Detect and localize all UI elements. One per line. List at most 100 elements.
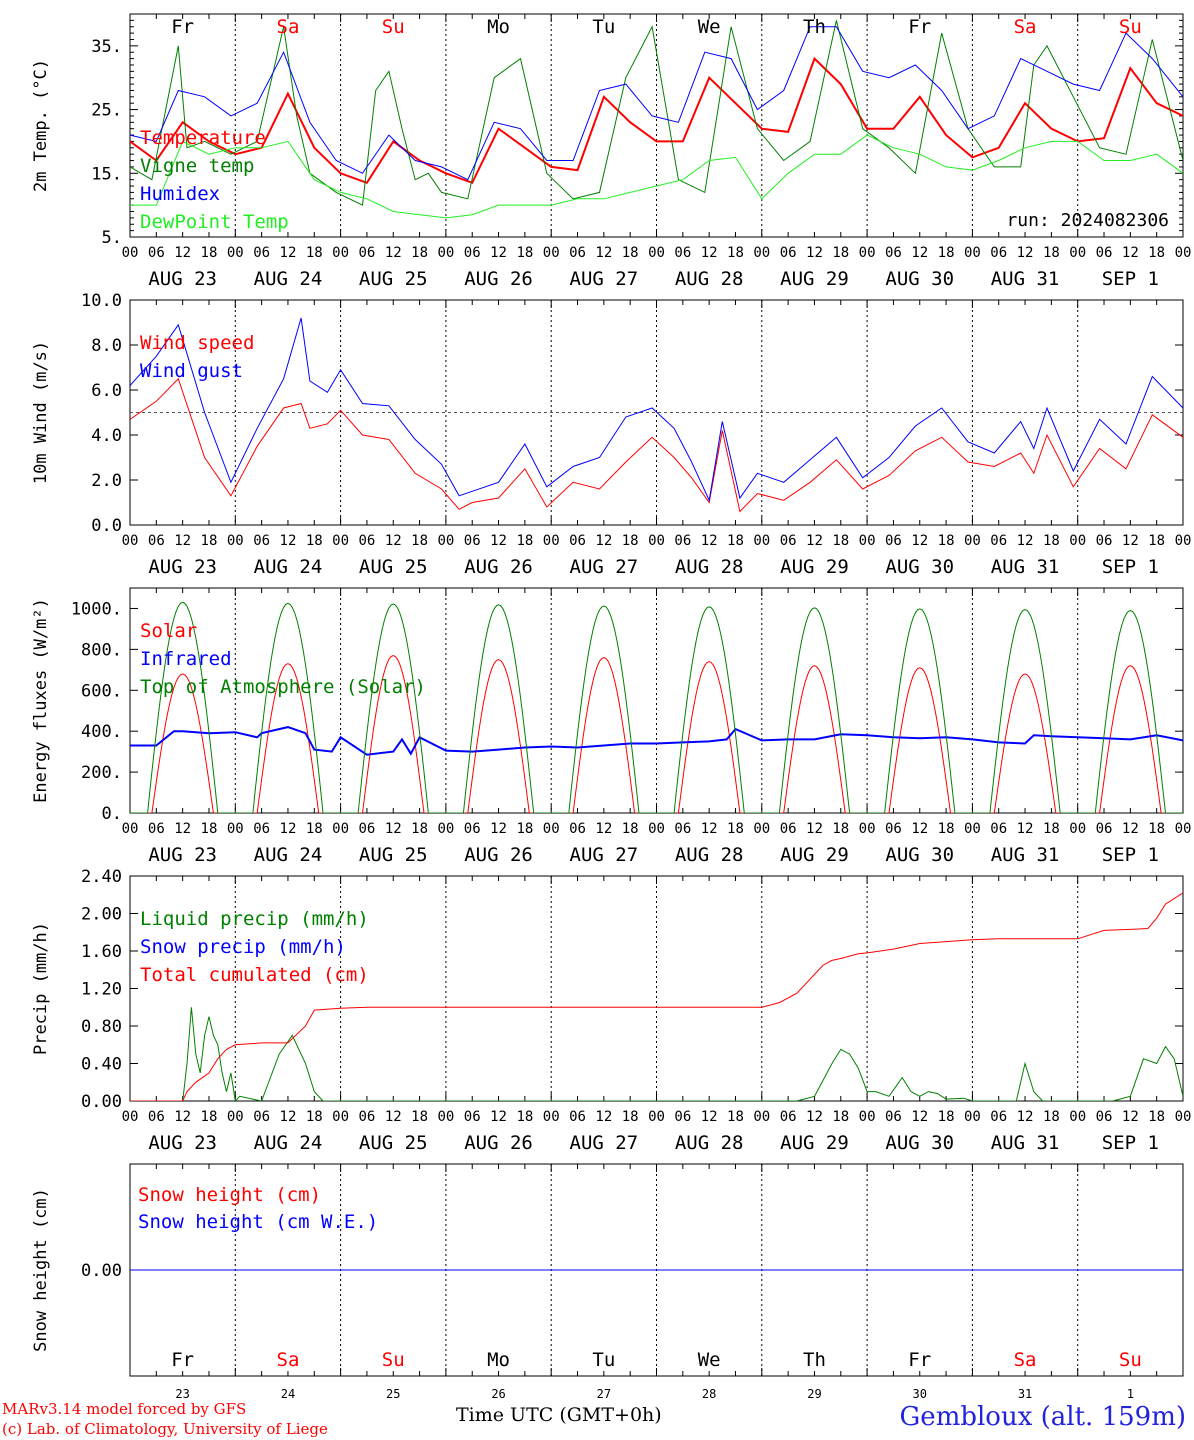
x-tick-label: 18 [201,533,218,549]
x-tick-label: 06 [885,821,902,837]
x-tick-label: 12 [385,821,402,837]
date-label: AUG 30 [885,844,954,866]
x-tick-label: 18 [622,533,639,549]
x-tick-label: 00 [227,821,244,837]
date-label: AUG 24 [254,556,323,578]
x-tick-label: 18 [411,245,428,261]
x-tick-label: 00 [648,821,665,837]
series-line-dewpoint-temp [130,134,1183,219]
model-credit: MARv3.14 model forced by GFS [2,1400,247,1418]
date-label: AUG 26 [464,844,533,866]
y-axis-label: 10m Wind (m/s) [31,341,51,484]
legend-entry: Infrared [140,648,232,670]
x-tick-label: 18 [306,1109,323,1125]
x-tick-label: 12 [385,245,402,261]
x-tick-label: 18 [727,245,744,261]
date-label: AUG 23 [148,1132,217,1154]
date-label: AUG 30 [885,556,954,578]
day-name-label: Su [382,16,405,38]
x-tick-label: 06 [358,1109,375,1125]
x-tick-label: 06 [253,1109,270,1125]
series-line-solar [130,654,1183,813]
day-name-label: Su [382,1349,405,1371]
x-tick-label: 00 [543,821,560,837]
x-tick-label: 06 [569,1109,586,1125]
date-label: AUG 29 [780,556,849,578]
y-tick-label: 0.00 [81,1092,122,1112]
day-name-label: Su [1119,1349,1142,1371]
x-tick-label: 18 [832,1109,849,1125]
x-tick-label: 18 [201,1109,218,1125]
date-label: AUG 27 [570,268,639,290]
date-label: AUG 27 [570,1132,639,1154]
x-tick-label: 18 [622,1109,639,1125]
y-tick-label: 10.0 [81,291,122,311]
x-tick-label: 06 [253,245,270,261]
x-tick-label: 06 [148,533,165,549]
x-tick-label: 06 [990,245,1007,261]
x-tick-label: 12 [490,1109,507,1125]
date-label: AUG 24 [254,1132,323,1154]
x-tick-label: 06 [674,533,691,549]
x-tick-label: 00 [543,533,560,549]
y-tick-label: 5. [102,228,122,248]
x-tick-label: 06 [358,533,375,549]
x-tick-label: 12 [1122,821,1139,837]
date-label: SEP 1 [1102,556,1159,578]
day-name-label: We [698,16,721,38]
y-axis-label: Precip (mm/h) [31,922,51,1055]
y-axis-label: Snow height (cm) [31,1188,51,1352]
x-tick-label: 06 [569,821,586,837]
x-tick-label: 00 [753,1109,770,1125]
x-tick-label: 06 [464,245,481,261]
x-tick-label: 00 [859,533,876,549]
date-label: AUG 28 [675,556,744,578]
legend-entry: Total cumulated (cm) [140,964,369,986]
day-number-label: 25 [386,1387,400,1401]
x-tick-label: 12 [490,821,507,837]
x-tick-label: 12 [701,1109,718,1125]
station-name: Gembloux (alt. 159m) [899,1402,1186,1432]
x-tick-label: 12 [911,821,928,837]
x-tick-label: 18 [516,1109,533,1125]
date-label: SEP 1 [1102,268,1159,290]
y-tick-label: 1.60 [81,942,122,962]
x-tick-label: 12 [806,533,823,549]
x-tick-label: 00 [227,533,244,549]
y-tick-label: 15. [91,164,122,184]
x-tick-label: 06 [148,245,165,261]
date-label: AUG 25 [359,556,428,578]
legend-entry: Vigne temp [140,155,254,177]
day-number-label: 1 [1127,1387,1134,1401]
date-label: AUG 25 [359,844,428,866]
date-label: AUG 29 [780,268,849,290]
y-tick-label: 6.0 [91,381,122,401]
x-tick-label: 00 [1175,533,1192,549]
series-line-liquid-precip-mm-h- [130,1007,1183,1101]
date-label: AUG 27 [570,556,639,578]
x-tick-label: 00 [648,245,665,261]
x-tick-label: 12 [385,533,402,549]
panel-energy: 0. 200. 400. 600. 800. 1000. Energy fluxes (W/… [31,587,1191,866]
x-tick-label: 18 [411,533,428,549]
x-tick-label: 12 [174,1109,191,1125]
legend-entry: Snow precip (mm/h) [140,936,346,958]
x-tick-label: 18 [1043,533,1060,549]
x-tick-label: 12 [701,245,718,261]
x-tick-label: 06 [358,821,375,837]
x-tick-label: 18 [832,533,849,549]
legend-entry: Top of Atmosphere (Solar) [140,676,426,698]
x-tick-label: 18 [727,1109,744,1125]
legend-entry: Wind gust [140,360,243,382]
date-label: AUG 23 [148,556,217,578]
x-tick-label: 18 [1148,821,1165,837]
date-label: AUG 25 [359,268,428,290]
x-tick-label: 18 [411,1109,428,1125]
day-name-label: Sa [1014,16,1037,38]
day-number-label: 27 [597,1387,611,1401]
x-tick-label: 12 [280,821,297,837]
x-tick-label: 12 [174,533,191,549]
x-tick-label: 18 [306,533,323,549]
day-name-label: Mo [487,16,510,38]
date-label: AUG 24 [254,268,323,290]
